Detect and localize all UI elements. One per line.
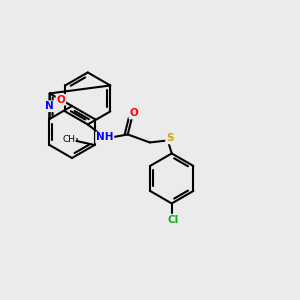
Text: O: O [129,108,138,118]
Text: CH₃: CH₃ [62,136,79,145]
Text: S: S [166,134,173,143]
Text: NH: NH [96,132,113,142]
Text: Cl: Cl [167,215,178,225]
Text: O: O [56,95,65,105]
Text: N: N [45,101,54,111]
